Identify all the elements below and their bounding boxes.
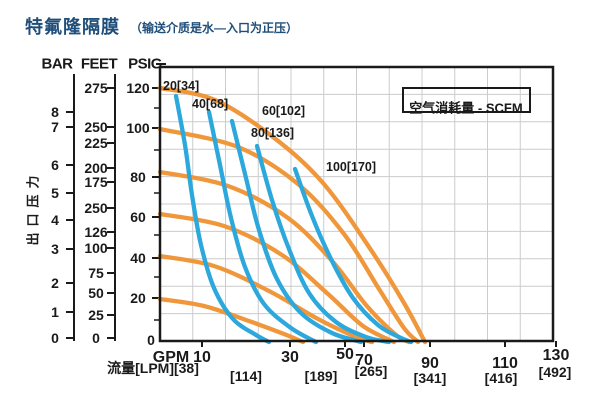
air-curve [206,109,319,345]
legend-label: 空气消耗量 - SCFM [409,100,523,116]
air-curve [229,118,364,345]
page-title: 特氟隆隔膜 [25,17,120,37]
air-curve [292,166,414,345]
bar-axis-header: BAR [41,55,74,73]
legend-box [402,87,531,113]
air-curve [254,143,392,345]
air-curve [173,93,272,345]
psig-axis-header: PSIG [128,55,162,73]
pressure-curve [157,211,397,345]
page-subtitle: （输送介质是水—入口为正压） [130,21,299,35]
feet-axis-header: FEET [80,55,118,73]
plot-border [158,65,555,343]
pressure-curve [157,85,428,345]
pressure-curve [157,296,306,345]
